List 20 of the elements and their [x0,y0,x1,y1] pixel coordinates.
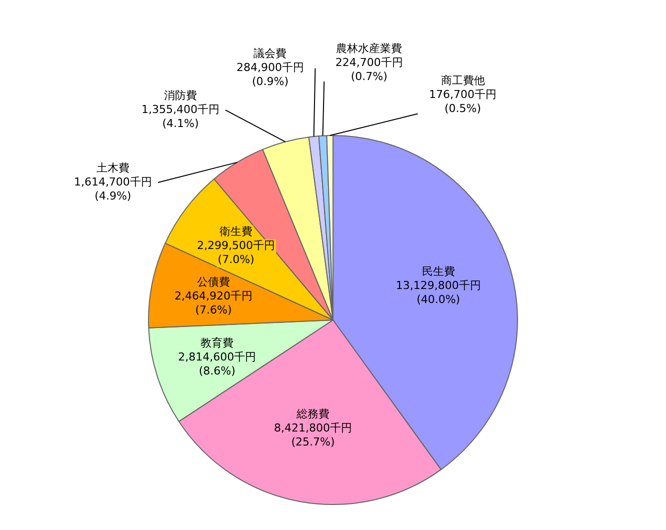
data-label: 8,421,800千円 (25.7%) [274,422,352,449]
data-label: 2,299,500千円 (7.0%) [197,239,276,266]
data-label: 284,900千円 (0.9%) [236,61,304,88]
slice-label: 民生費 [422,264,455,278]
slice-label: 教育費 [200,336,234,350]
slice-label: 商工費他 [440,74,485,88]
slice-label: 消防費 [164,88,197,102]
data-label: 224,700千円 (0.7%) [335,56,403,83]
data-label: 176,700千円 (0.5%) [429,88,496,116]
data-label: 13,129,800千円 (40.0%) [396,278,481,306]
data-label: 1,614,700千円 (4.9%) [74,175,152,202]
slice-label: 公債費 [196,275,230,288]
slice-label: 議会費 [254,47,287,60]
data-label: 2,814,600千円 (8.6%) [178,350,256,378]
data-label: 2,464,920千円 (7.6%) [174,289,252,316]
slice-label: 農林水産業費 [336,42,402,55]
slice-label: 土木費 [96,161,130,174]
slice-label: 衛生費 [220,225,253,238]
data-label: 1,355,400千円 (4.1%) [141,102,220,130]
slice-label: 総務費 [296,408,330,421]
